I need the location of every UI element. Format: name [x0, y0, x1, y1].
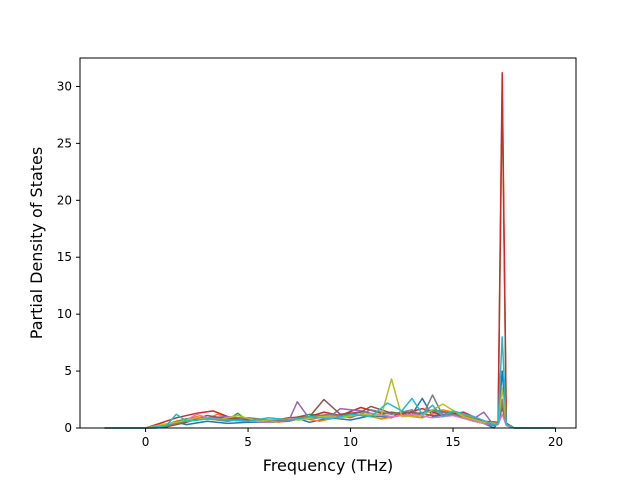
y-axis-label: Partial Density of States [27, 147, 46, 339]
x-tick-label: 15 [445, 435, 460, 449]
tick-layer: 0 5 10 15 20 0 5 10 15 20 25 30 [57, 79, 563, 449]
x-tick-label: 20 [548, 435, 563, 449]
series-layer [104, 72, 556, 429]
x-tick-label: 10 [343, 435, 358, 449]
y-tick-label: 15 [57, 250, 72, 264]
x-tick-label: 0 [142, 435, 150, 449]
x-axis-label: Frequency (THz) [263, 456, 393, 475]
y-tick-label: 25 [57, 136, 72, 150]
series-line-10 [104, 336, 556, 429]
y-tick-label: 5 [64, 364, 72, 378]
y-tick-label: 20 [57, 193, 72, 207]
y-tick-label: 0 [64, 421, 72, 435]
plot-frame [79, 57, 577, 429]
y-tick-label: 10 [57, 307, 72, 321]
y-tick-label: 30 [57, 79, 72, 93]
x-tick-label: 5 [244, 435, 252, 449]
